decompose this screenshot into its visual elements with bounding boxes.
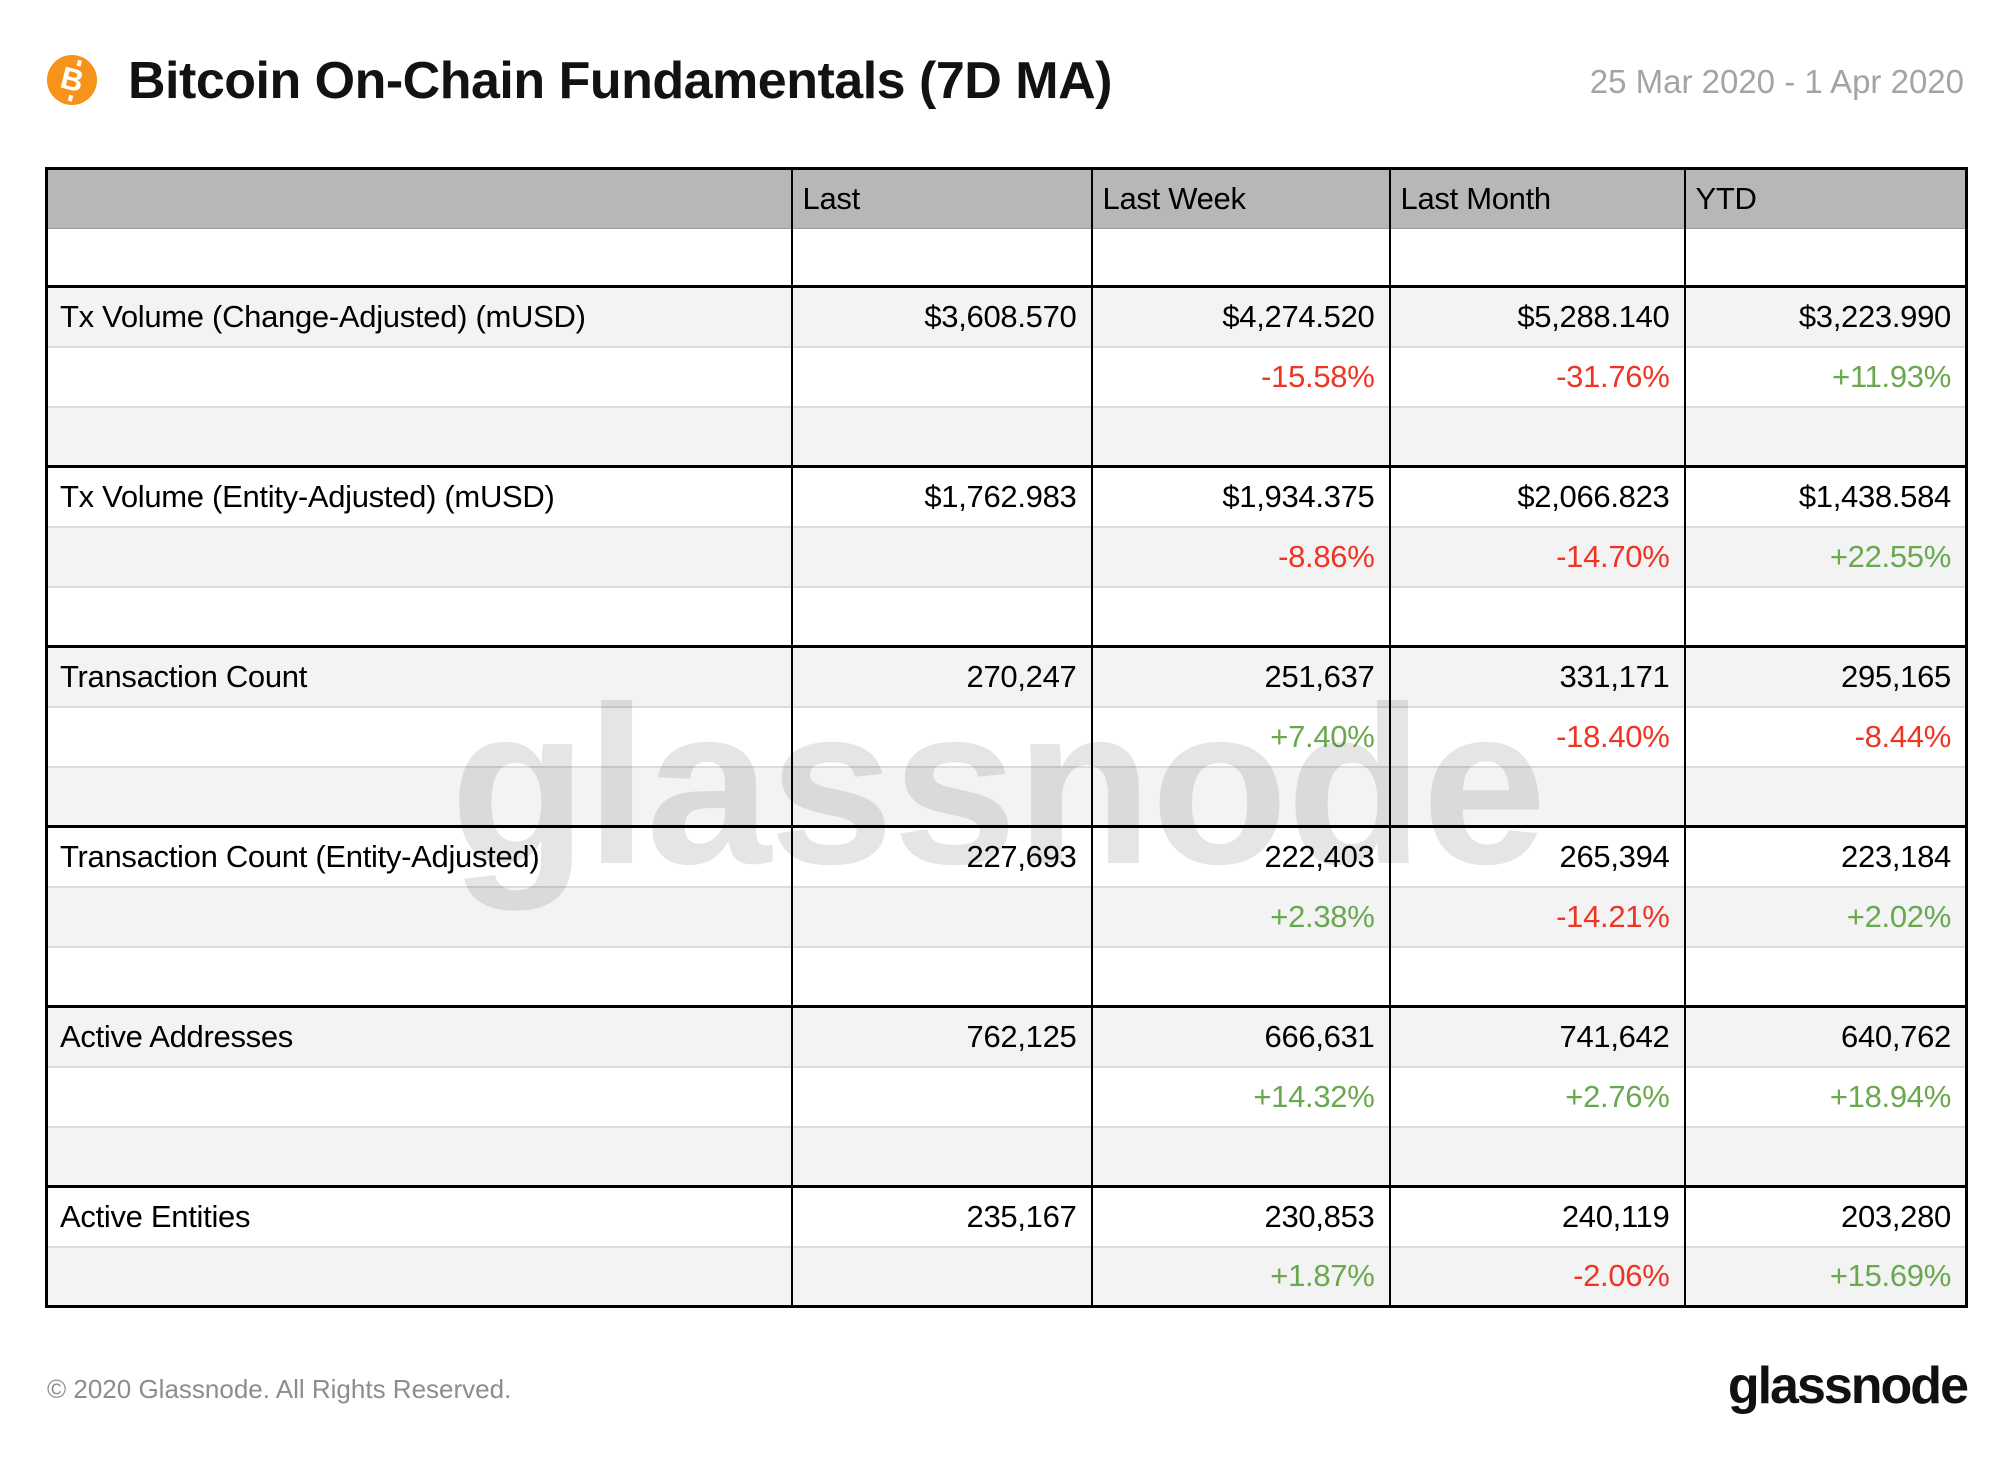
metric-change: -14.70% <box>1388 525 1685 587</box>
metric-change: -15.58% <box>1090 345 1390 407</box>
metric-value: $1,762.983 <box>790 465 1092 527</box>
fundamentals-table: Last Last Week Last Month YTD Tx Volume (Ch… <box>45 167 1968 1308</box>
glassnode-logo: glassnode <box>1727 1357 1969 1415</box>
metric-value: $3,223.990 <box>1683 285 1967 347</box>
metric-label: Active Entities <box>46 1185 792 1247</box>
metric-change: +22.55% <box>1683 525 1967 587</box>
change-row: +1.87% -2.06% +15.69% <box>46 1245 1967 1307</box>
metric-value: 762,125 <box>790 1005 1092 1067</box>
header-spacer-row <box>46 228 1967 288</box>
copyright-text: © 2020 Glassnode. All Rights Reserved. <box>47 1374 512 1404</box>
metric-value: $1,438.584 <box>1683 465 1967 527</box>
change-row: +14.32% +2.76% +18.94% <box>46 1065 1967 1127</box>
spacer-row <box>46 1125 1967 1187</box>
fundamentals-table-body: Tx Volume (Change-Adjusted) (mUSD) $3,608… <box>46 285 1967 1307</box>
metric-change: +11.93% <box>1683 345 1967 407</box>
fundamentals-table-wrap: Last Last Week Last Month YTD Tx Volume (Ch… <box>45 167 1968 1308</box>
metric-row: Active Addresses 762,125 666,631 741,642 640… <box>46 1005 1967 1067</box>
metric-value: $4,274.520 <box>1090 285 1390 347</box>
metric-value: 223,184 <box>1683 825 1967 887</box>
metric-label: Transaction Count (Entity-Adjusted) <box>46 825 792 887</box>
metric-label: Tx Volume (Entity-Adjusted) (mUSD) <box>46 465 792 527</box>
metric-value: $5,288.140 <box>1388 285 1685 347</box>
metric-label: Transaction Count <box>46 645 792 707</box>
metric-value: 203,280 <box>1683 1185 1967 1247</box>
bitcoin-b-glyph: B <box>42 50 103 111</box>
column-header-row: Last Last Week Last Month YTD <box>46 168 1967 229</box>
metric-value: 230,853 <box>1090 1185 1390 1247</box>
column-header: Last Month <box>1388 168 1685 229</box>
metric-value: 251,637 <box>1090 645 1390 707</box>
spacer-row <box>46 945 1967 1007</box>
change-row: -8.86% -14.70% +22.55% <box>46 525 1967 587</box>
date-range: 25 Mar 2020 - 1 Apr 2020 <box>1589 63 1964 100</box>
metric-change: +1.87% <box>1090 1245 1390 1307</box>
column-header: Last Week <box>1090 168 1390 229</box>
empty-cell <box>46 1065 792 1127</box>
metric-value: 295,165 <box>1683 645 1967 707</box>
metric-label: Active Addresses <box>46 1005 792 1067</box>
metric-change: -8.44% <box>1683 705 1967 767</box>
metric-change: +15.69% <box>1683 1245 1967 1307</box>
metric-change: -2.06% <box>1388 1245 1685 1307</box>
metric-change <box>790 1245 1092 1307</box>
metric-change: -14.21% <box>1388 885 1685 947</box>
metric-value: 240,119 <box>1388 1185 1685 1247</box>
empty-cell <box>46 345 792 407</box>
metric-change: +14.32% <box>1090 1065 1390 1127</box>
metric-change <box>790 525 1092 587</box>
metric-change <box>790 885 1092 947</box>
change-row: -15.58% -31.76% +11.93% <box>46 345 1967 407</box>
metric-label: Tx Volume (Change-Adjusted) (mUSD) <box>46 285 792 347</box>
empty-cell <box>46 705 792 767</box>
metric-change: +18.94% <box>1683 1065 1967 1127</box>
metric-value: 235,167 <box>790 1185 1092 1247</box>
spacer-row <box>46 765 1967 827</box>
metric-change: +2.02% <box>1683 885 1967 947</box>
metric-row: Tx Volume (Entity-Adjusted) (mUSD) $1,762… <box>46 465 1967 527</box>
metric-row: Tx Volume (Change-Adjusted) (mUSD) $3,608… <box>46 285 1967 347</box>
metric-value: 331,171 <box>1388 645 1685 707</box>
metric-change: +2.38% <box>1090 885 1390 947</box>
empty-cell <box>46 1245 792 1307</box>
metric-change: -8.86% <box>1090 525 1390 587</box>
metric-value: 640,762 <box>1683 1005 1967 1067</box>
table-header: Last Last Week Last Month YTD <box>46 168 1967 288</box>
empty-cell <box>46 525 792 587</box>
metric-value: 222,403 <box>1090 825 1390 887</box>
metric-row: Transaction Count (Entity-Adjusted) 227,6… <box>46 825 1967 887</box>
spacer-row <box>46 585 1967 647</box>
metric-row: Active Entities 235,167 230,853 240,119 203,… <box>46 1185 1967 1247</box>
metric-value: 227,693 <box>790 825 1092 887</box>
corner-cell <box>46 168 792 229</box>
metric-change: -31.76% <box>1388 345 1685 407</box>
metric-value: $3,608.570 <box>790 285 1092 347</box>
metric-change <box>790 705 1092 767</box>
metric-change <box>790 345 1092 407</box>
metric-change: +2.76% <box>1388 1065 1685 1127</box>
column-header: Last <box>790 168 1092 229</box>
metric-change: -18.40% <box>1388 705 1685 767</box>
metric-value: 265,394 <box>1388 825 1685 887</box>
empty-cell <box>46 885 792 947</box>
metric-change <box>790 1065 1092 1127</box>
metric-row: Transaction Count 270,247 251,637 331,171 29… <box>46 645 1967 707</box>
page-title: Bitcoin On-Chain Fundamentals (7D MA) <box>128 52 1112 110</box>
change-row: +7.40% -18.40% -8.44% <box>46 705 1967 767</box>
metric-value: $1,934.375 <box>1090 465 1390 527</box>
metric-value: $2,066.823 <box>1388 465 1685 527</box>
column-header: YTD <box>1683 168 1967 229</box>
bitcoin-icon: B <box>47 55 97 105</box>
change-row: +2.38% -14.21% +2.02% <box>46 885 1967 947</box>
metric-value: 666,631 <box>1090 1005 1390 1067</box>
metric-change: +7.40% <box>1090 705 1390 767</box>
spacer-row <box>46 405 1967 467</box>
metric-value: 270,247 <box>790 645 1092 707</box>
metric-value: 741,642 <box>1388 1005 1685 1067</box>
